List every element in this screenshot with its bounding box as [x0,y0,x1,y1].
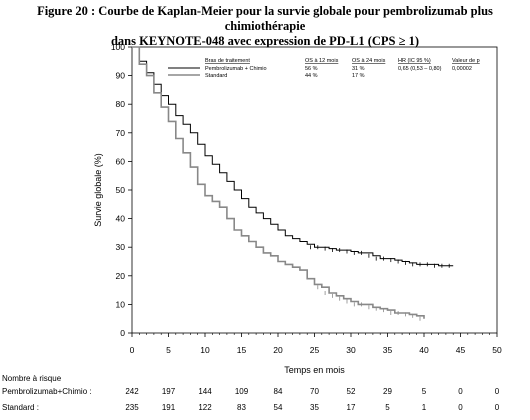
x-tick-label: 40 [419,345,429,355]
risk-count: 54 [274,403,283,412]
risk-count: 144 [198,387,212,396]
x-tick-label: 0 [130,345,135,355]
figure-title: Figure 20 : Courbe de Kaplan-Meier pour … [0,4,530,49]
risk-count: 52 [347,387,356,396]
y-tick-label: 90 [116,71,126,81]
legend-header: Bras de traitement [205,58,250,64]
legend-header: OS à 12 mois [305,58,339,64]
x-tick-label: 25 [310,345,320,355]
x-tick-label: 35 [383,345,393,355]
risk-row-label: Standard : [2,403,39,412]
legend-arm: Standard [205,73,227,79]
y-axis-label: Survie globale (%) [93,153,103,227]
legend-header: OS à 24 mois [352,58,386,64]
risk-count: 35 [310,403,319,412]
legend-header: Valeur de p [452,58,480,64]
risk-count: 0 [495,387,500,396]
y-tick-label: 30 [116,242,126,252]
y-tick-label: 40 [116,214,126,224]
risk-count: 242 [125,387,139,396]
risk-count: 122 [198,403,212,412]
y-tick-label: 20 [116,271,126,281]
figure-title-line-2: dans KEYNOTE-048 avec expression de PD-L… [110,34,420,48]
x-tick-label: 20 [273,345,283,355]
x-axis-label: Temps en mois [284,365,345,375]
x-tick-label: 10 [200,345,210,355]
legend-p-value: 0,00002 [452,66,472,72]
y-tick-label: 100 [111,42,125,52]
x-tick-label: 45 [456,345,466,355]
x-tick-label: 30 [346,345,356,355]
figure-title-line-1: Figure 20 : Courbe de Kaplan-Meier pour … [37,4,493,33]
risk-count: 17 [347,403,356,412]
risk-count: 191 [162,403,176,412]
x-tick-label: 50 [492,345,502,355]
y-tick-label: 80 [116,99,126,109]
risk-count: 0 [458,387,463,396]
legend-arm: Pembrolizumab + Chimio [205,66,267,72]
risk-count: 83 [237,403,246,412]
plot-frame [131,46,498,334]
legend-hr: 0,65 (0,53 – 0,80) [398,66,442,72]
risk-count: 29 [383,387,392,396]
y-tick-label: 50 [116,185,126,195]
risk-count: 235 [125,403,139,412]
y-tick-label: 10 [116,299,126,309]
y-tick-label: 70 [116,128,126,138]
legend-os24: 31 % [352,66,365,72]
standard-curve [132,46,425,319]
risk-count: 0 [458,403,463,412]
y-tick-label: 0 [120,328,125,338]
risk-count: 109 [235,387,249,396]
risk-count: 197 [162,387,176,396]
legend-os24: 17 % [352,73,365,79]
risk-count: 5 [385,403,390,412]
x-tick-label: 5 [166,345,171,355]
risk-table-title: Nombre à risque [2,374,62,383]
risk-count: 70 [310,387,319,396]
legend-os12: 44 % [305,73,318,79]
pembrolizumab-curve [132,46,454,267]
risk-count: 5 [422,387,427,396]
legend-os12: 56 % [305,66,318,72]
risk-row-label: Pembrolizumab+Chimio : [2,387,92,396]
risk-count: 84 [274,387,283,396]
risk-count: 1 [422,403,427,412]
legend-header: HR (IC 95 %) [398,58,431,64]
risk-count: 0 [495,403,500,412]
y-tick-label: 60 [116,156,126,166]
x-tick-label: 15 [237,345,247,355]
